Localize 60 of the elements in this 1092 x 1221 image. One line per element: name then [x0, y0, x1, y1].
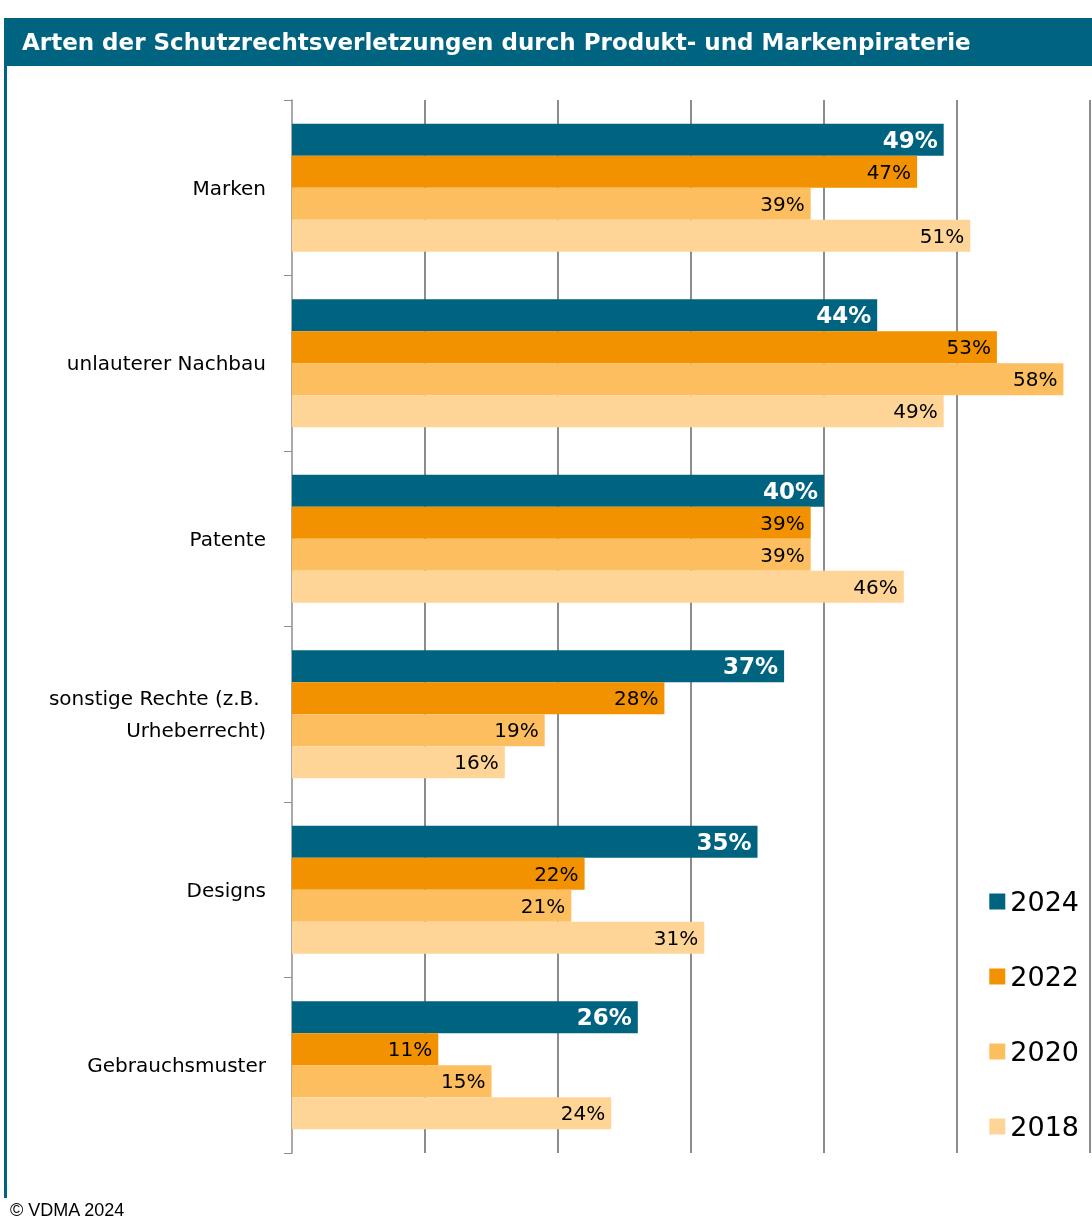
bar [292, 474, 824, 507]
data-label: 49% [893, 399, 938, 424]
data-label: 11% [387, 1037, 433, 1062]
bar [292, 363, 1064, 396]
data-label: 28% [613, 686, 659, 711]
bar [292, 1033, 439, 1066]
bar [292, 1065, 492, 1098]
bar [292, 538, 811, 571]
y-tick-label: Patente [189, 526, 266, 551]
data-label: 40% [762, 477, 818, 504]
bar [292, 570, 904, 603]
legend-label: 2024 [1010, 886, 1080, 917]
data-label: 39% [760, 542, 805, 567]
data-label: 37% [723, 653, 779, 680]
data-label: 51% [919, 223, 965, 248]
data-label: 53% [946, 335, 991, 360]
bar [292, 395, 944, 428]
data-label: 15% [441, 1069, 486, 1094]
bar [292, 714, 545, 747]
bar [292, 825, 758, 858]
data-label: 44% [816, 302, 872, 329]
data-label: 24% [560, 1101, 606, 1126]
bar [292, 299, 878, 332]
bar [292, 219, 971, 252]
data-label: 35% [696, 828, 752, 855]
y-tick-label: sonstige Rechte (z.B. Urheberrecht) [48, 686, 266, 743]
bar [292, 650, 785, 683]
data-label: 58% [1012, 367, 1058, 392]
data-label: 21% [520, 893, 566, 918]
bar [292, 155, 918, 188]
bar [292, 123, 944, 156]
bar [292, 857, 585, 890]
bar [292, 331, 997, 364]
legend-label: 2020 [1010, 1036, 1080, 1067]
y-tick-label: Marken [192, 175, 266, 200]
data-label: 46% [853, 574, 898, 599]
bar [292, 921, 705, 954]
data-label: 39% [760, 191, 805, 216]
data-label: 26% [576, 1004, 632, 1031]
data-label: 39% [760, 510, 805, 535]
legend-label: 2022 [1010, 961, 1080, 992]
bar [292, 1097, 612, 1130]
chart-title: Arten der Schutzrechtsverletzungen durch Produkt- und Markenpiraterie [4, 18, 1092, 66]
data-label: 47% [866, 159, 912, 184]
data-label: 22% [534, 861, 579, 886]
bar [292, 889, 572, 922]
y-tick-label: unlauterer Nachbau [66, 351, 266, 376]
bar [292, 1001, 638, 1034]
y-tick-label: Gebrauchsmuster [87, 1053, 267, 1078]
bar [292, 746, 505, 779]
data-label: 31% [653, 925, 699, 950]
legend-label: 2018 [1010, 1111, 1080, 1142]
bar [292, 682, 665, 715]
data-label: 19% [494, 718, 539, 743]
data-label: 16% [454, 750, 499, 775]
data-label: 49% [882, 126, 938, 153]
bar [292, 187, 811, 220]
bar [292, 506, 811, 539]
text: © VDMA 2024 [10, 1200, 125, 1221]
y-tick-label: Designs [186, 877, 266, 902]
